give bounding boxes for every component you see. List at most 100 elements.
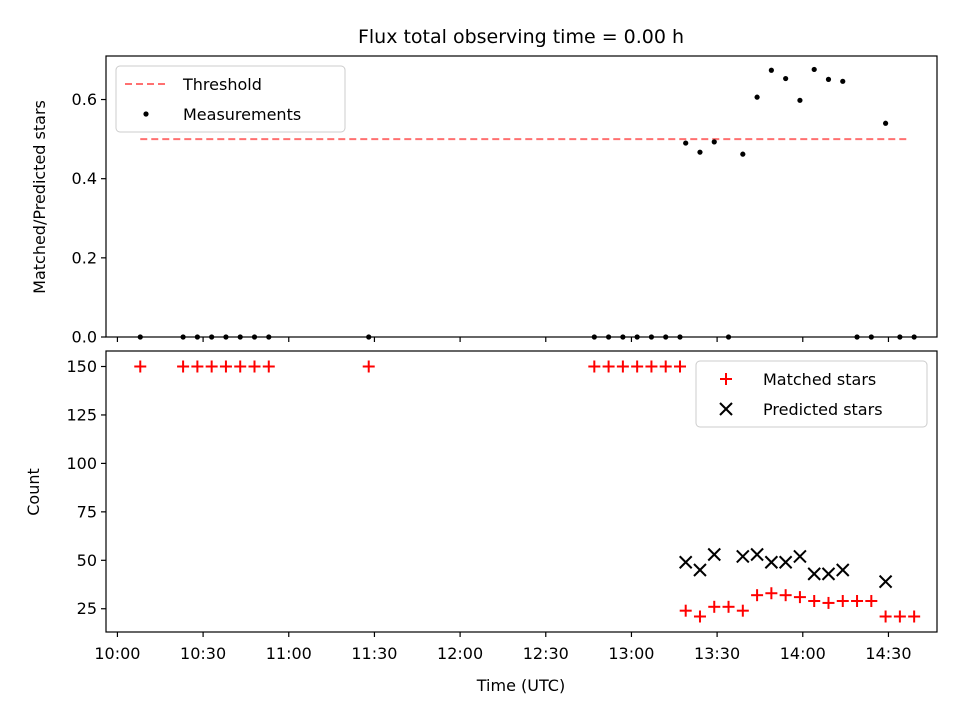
matched-stars-point bbox=[631, 360, 644, 373]
measurement-point bbox=[797, 97, 803, 103]
bottom-legend-box bbox=[695, 360, 928, 428]
matched-stars-point bbox=[808, 594, 821, 607]
measurement-point bbox=[768, 67, 774, 73]
matched-stars-point bbox=[722, 600, 735, 613]
measurement-point bbox=[740, 151, 746, 157]
matched-stars-point bbox=[851, 594, 864, 607]
x-tick-label: 12:30 bbox=[523, 644, 569, 663]
y-tick-label: 150 bbox=[66, 357, 97, 376]
bottom-panel: Count Time (UTC) 25 50 75 100 125 150 10:00 10:… bbox=[24, 350, 938, 695]
predicted-stars-point bbox=[693, 563, 707, 577]
bottom-y-axis-label: Count bbox=[24, 468, 43, 516]
measurement-point bbox=[783, 75, 789, 82]
y-tick-label: 0.0 bbox=[72, 328, 97, 347]
y-tick-label: 100 bbox=[66, 454, 97, 473]
measurement-point bbox=[882, 120, 889, 126]
legend-threshold-label: Threshold bbox=[182, 75, 262, 94]
matched-stars-point bbox=[645, 360, 658, 373]
legend-matched-swatch bbox=[720, 373, 732, 385]
matched-stars-point bbox=[177, 360, 190, 373]
x-tick-label: 12:00 bbox=[437, 644, 483, 663]
matched-stars-point bbox=[234, 360, 247, 373]
predicted-stars-point bbox=[764, 555, 779, 569]
predicted-stars-point bbox=[707, 547, 721, 562]
legend-predicted-swatch bbox=[719, 402, 733, 416]
matched-stars-point bbox=[262, 360, 275, 373]
x-tick-label: 11:00 bbox=[266, 644, 312, 663]
x-tick-label: 10:00 bbox=[94, 644, 140, 663]
legend-predicted-label: Predicted stars bbox=[763, 400, 883, 419]
matched-stars-point bbox=[134, 360, 147, 373]
matched-stars-point bbox=[893, 610, 906, 623]
matched-stars-point bbox=[673, 360, 686, 373]
x-axis-label: Time (UTC) bbox=[476, 676, 565, 695]
y-tick-label: 75 bbox=[77, 502, 97, 521]
matched-stars-point bbox=[779, 589, 792, 602]
predicted-stars-point bbox=[821, 567, 836, 581]
y-tick-label: 0.4 bbox=[72, 169, 97, 188]
predicted-stars-point bbox=[807, 567, 821, 581]
matched-stars-point bbox=[659, 360, 672, 373]
top-legend-box bbox=[115, 65, 346, 133]
matched-stars-point bbox=[879, 610, 892, 623]
predicted-stars-point bbox=[836, 563, 850, 577]
top-panel: Flux total observing time = 0.00 h Match… bbox=[30, 26, 938, 347]
x-tick-label: 14:30 bbox=[865, 644, 911, 663]
legend-matched-label: Matched stars bbox=[763, 370, 876, 389]
measurement-point bbox=[754, 94, 760, 100]
y-tick-label: 0.6 bbox=[72, 90, 97, 109]
matched-stars-point bbox=[693, 610, 706, 623]
predicted-stars-point bbox=[793, 549, 807, 564]
bottom-axes: 25 50 75 100 125 150 10:00 10:30 11:00 11:30 12:00… bbox=[66, 357, 911, 663]
bottom-plot-frame bbox=[105, 350, 938, 633]
matched-stars-point bbox=[822, 596, 835, 609]
top-plot-frame bbox=[105, 55, 938, 338]
matched-stars-point bbox=[588, 360, 601, 373]
x-tick-label: 10:30 bbox=[180, 644, 226, 663]
legend-measurements-swatch bbox=[143, 111, 149, 117]
predicted-stars-point bbox=[878, 574, 893, 589]
matched-stars-point bbox=[205, 360, 218, 373]
top-y-axis-label: Matched/Predicted stars bbox=[30, 100, 49, 294]
y-tick-label: 0.2 bbox=[72, 248, 97, 267]
matched-stars-point bbox=[602, 360, 615, 373]
top-axes: 0.0 0.2 0.4 0.6 bbox=[72, 90, 890, 347]
matched-stars-point bbox=[736, 604, 749, 617]
matched-stars-point bbox=[362, 360, 375, 373]
measurement-point bbox=[711, 139, 717, 145]
predicted-stars-point bbox=[750, 547, 764, 562]
y-tick-label: 125 bbox=[66, 405, 97, 424]
measurement-point bbox=[683, 140, 689, 146]
x-tick-label: 14:00 bbox=[780, 644, 826, 663]
measurement-point bbox=[825, 76, 832, 82]
matched-stars-point bbox=[793, 591, 806, 604]
x-tick-label: 13:00 bbox=[608, 644, 654, 663]
matched-stars-point bbox=[751, 589, 764, 602]
measurement-point bbox=[811, 66, 817, 73]
matched-stars-point bbox=[616, 360, 629, 373]
measurement-point bbox=[840, 78, 846, 84]
predicted-stars-point bbox=[736, 549, 750, 564]
bottom-legend: Matched stars Predicted stars bbox=[695, 360, 928, 428]
matched-stars-point bbox=[865, 594, 878, 607]
matched-stars-point bbox=[248, 360, 261, 373]
matched-stars-point bbox=[219, 360, 232, 373]
matched-stars-point bbox=[191, 360, 204, 373]
predicted-stars-point bbox=[678, 555, 693, 569]
x-tick-label: 13:30 bbox=[694, 644, 740, 663]
bottom-plot-area bbox=[134, 360, 921, 623]
matched-stars-point bbox=[679, 604, 692, 617]
predicted-stars-point bbox=[778, 555, 793, 569]
chart-title: Flux total observing time = 0.00 h bbox=[358, 26, 684, 48]
top-legend: Threshold Measurements bbox=[115, 65, 346, 133]
y-tick-label: 25 bbox=[77, 599, 97, 618]
y-tick-label: 50 bbox=[77, 551, 97, 570]
x-tick-label: 11:30 bbox=[351, 644, 397, 663]
measurement-point bbox=[697, 149, 703, 155]
matched-stars-point bbox=[708, 600, 721, 613]
matched-stars-point bbox=[908, 610, 921, 623]
legend-measurements-label: Measurements bbox=[183, 105, 301, 124]
matched-stars-point bbox=[765, 587, 778, 600]
matched-stars-point bbox=[836, 594, 849, 607]
